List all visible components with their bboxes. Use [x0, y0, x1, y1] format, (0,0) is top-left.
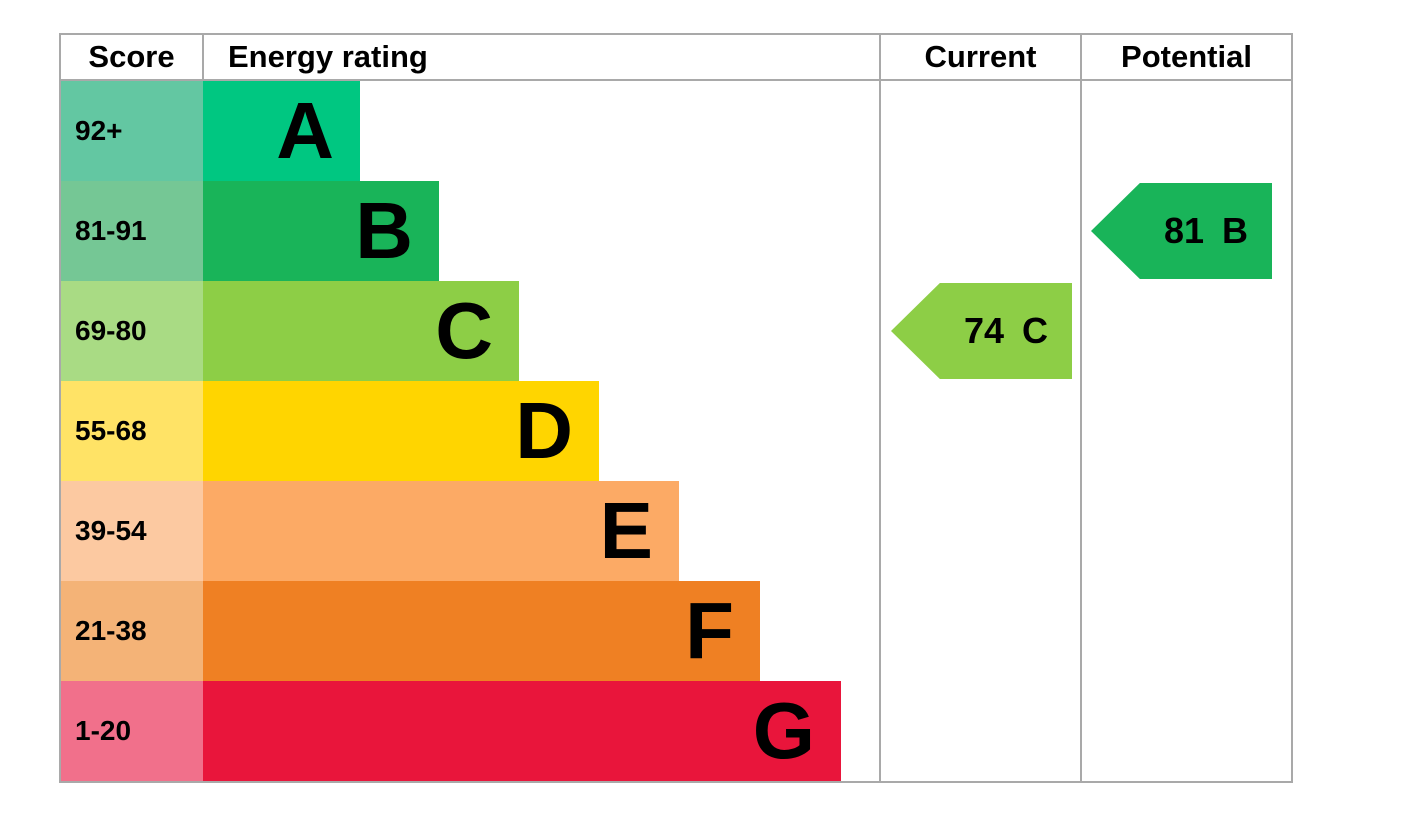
band-row: 69-80 C	[61, 281, 879, 381]
header-score: Score	[88, 39, 175, 74]
band-score-range: 92+	[61, 81, 203, 181]
rating-current-divider-line	[879, 33, 881, 783]
epc-table-border	[59, 33, 1293, 783]
band-row: 81-91 B	[61, 181, 879, 281]
score-rating-divider-line	[202, 33, 204, 81]
band-score-range: 69-80	[61, 281, 203, 381]
band-bar: G	[203, 681, 841, 781]
band-row: 39-54 E	[61, 481, 879, 581]
band-bar: B	[203, 181, 439, 281]
rating-bands: 92+ A 81-91 B 69-80 C 55-68 D 39-54	[61, 81, 879, 781]
current-score-value: 74	[963, 310, 1005, 351]
band-letter: D	[515, 386, 573, 475]
current-band-letter: C	[1022, 310, 1049, 351]
potential-score-value: 81	[1163, 210, 1205, 251]
band-letter: A	[276, 86, 334, 175]
band-score-range: 55-68	[61, 381, 203, 481]
band-row: 21-38 F	[61, 581, 879, 681]
band-bar: A	[203, 81, 360, 181]
band-bar: F	[203, 581, 760, 681]
band-row: 1-20 G	[61, 681, 879, 781]
band-letter: F	[685, 586, 734, 675]
header-current: Current	[924, 39, 1037, 74]
band-row: 92+ A	[61, 81, 879, 181]
band-bar: D	[203, 381, 599, 481]
header-potential: Potential	[1121, 39, 1252, 74]
band-bar: C	[203, 281, 519, 381]
header-divider-line	[59, 79, 1293, 81]
band-score-range: 81-91	[61, 181, 203, 281]
band-letter: B	[355, 186, 413, 275]
band-row: 55-68 D	[61, 381, 879, 481]
band-letter: E	[599, 486, 653, 575]
header-energy-rating: Energy rating	[228, 39, 428, 74]
band-letter: G	[752, 686, 815, 775]
current-potential-divider-line	[1080, 33, 1082, 783]
band-score-range: 39-54	[61, 481, 203, 581]
band-score-range: 21-38	[61, 581, 203, 681]
potential-rating-arrow: 81 B	[1091, 183, 1272, 279]
band-bar: E	[203, 481, 679, 581]
potential-band-letter: B	[1222, 210, 1249, 251]
band-letter: C	[435, 286, 493, 375]
band-score-range: 1-20	[61, 681, 203, 781]
